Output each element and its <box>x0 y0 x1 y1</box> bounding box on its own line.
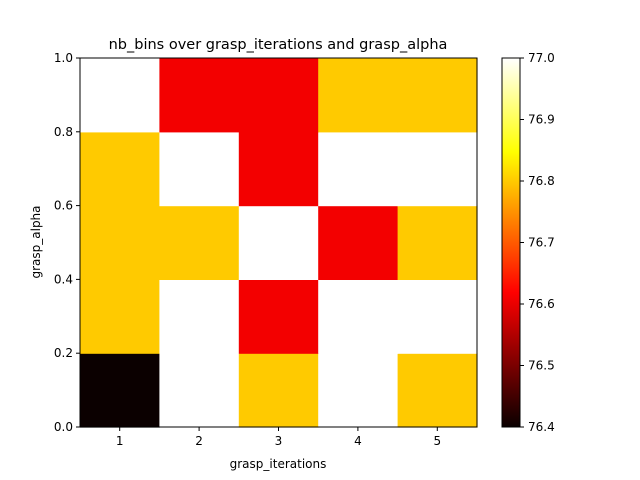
heatmap-cell <box>318 131 399 207</box>
colorbar-ticks: 76.4 76.5 76.6 76.7 76.8 76.9 77.0 <box>520 51 555 434</box>
heatmap-cell <box>80 131 160 207</box>
y-axis-label: grasp_alpha <box>29 205 43 278</box>
x-tick-label: 1 <box>116 434 124 448</box>
y-tick-label: 0.4 <box>54 272 73 286</box>
heatmap-cell <box>159 131 240 207</box>
heatmap-cell <box>159 58 240 133</box>
colorbar-tick-label: 76.7 <box>528 236 555 250</box>
heatmap-cell <box>159 353 240 428</box>
heatmap-cell <box>397 131 478 207</box>
y-tick-label: 1.0 <box>54 51 73 65</box>
x-tick-label: 4 <box>354 434 362 448</box>
colorbar-tick-label: 76.4 <box>528 420 555 434</box>
heatmap-cell <box>397 279 478 354</box>
heatmap-cell <box>80 205 160 280</box>
y-tick-label: 0.8 <box>54 125 73 139</box>
colorbar-tick-label: 76.8 <box>528 174 555 188</box>
colorbar-tick-label: 77.0 <box>528 51 555 65</box>
heatmap-cell <box>80 279 160 354</box>
y-axis-ticks: 0.0 0.2 0.4 0.6 0.8 1.0 <box>54 51 80 434</box>
colorbar-tick-label: 76.5 <box>528 359 555 373</box>
colorbar <box>501 57 521 428</box>
heatmap-cell <box>318 205 399 280</box>
colorbar-tick-label: 76.9 <box>528 113 555 127</box>
heatmap-cell <box>397 353 478 428</box>
colorbar-tick-label: 76.6 <box>528 297 555 311</box>
heatmap-cell <box>238 279 319 354</box>
heatmap-cell <box>397 58 478 133</box>
chart-title: nb_bins over grasp_iterations and grasp_… <box>109 37 448 53</box>
heatmap-cell <box>159 279 240 354</box>
heatmap-cell <box>80 58 160 133</box>
x-axis-label: grasp_iterations <box>230 457 327 471</box>
x-axis-ticks: 1 2 3 4 5 <box>116 427 441 448</box>
heatmap-cell <box>80 353 160 428</box>
y-tick-label: 0.2 <box>54 346 73 360</box>
x-tick-label: 3 <box>275 434 283 448</box>
y-tick-label: 0.0 <box>54 420 73 434</box>
heatmap-cell <box>238 58 319 133</box>
x-tick-label: 5 <box>433 434 441 448</box>
heatmap-cell <box>238 205 319 280</box>
heatmap-cell <box>318 58 399 133</box>
heatmap-cells <box>80 58 478 428</box>
heatmap-cell <box>318 353 399 428</box>
heatmap-cell <box>397 205 478 280</box>
heatmap-cell <box>238 353 319 428</box>
heatmap-cell <box>159 205 240 280</box>
x-tick-label: 2 <box>195 434 203 448</box>
y-tick-label: 0.6 <box>54 199 73 213</box>
heatmap-cell <box>238 131 319 207</box>
heatmap-cell <box>318 279 399 354</box>
